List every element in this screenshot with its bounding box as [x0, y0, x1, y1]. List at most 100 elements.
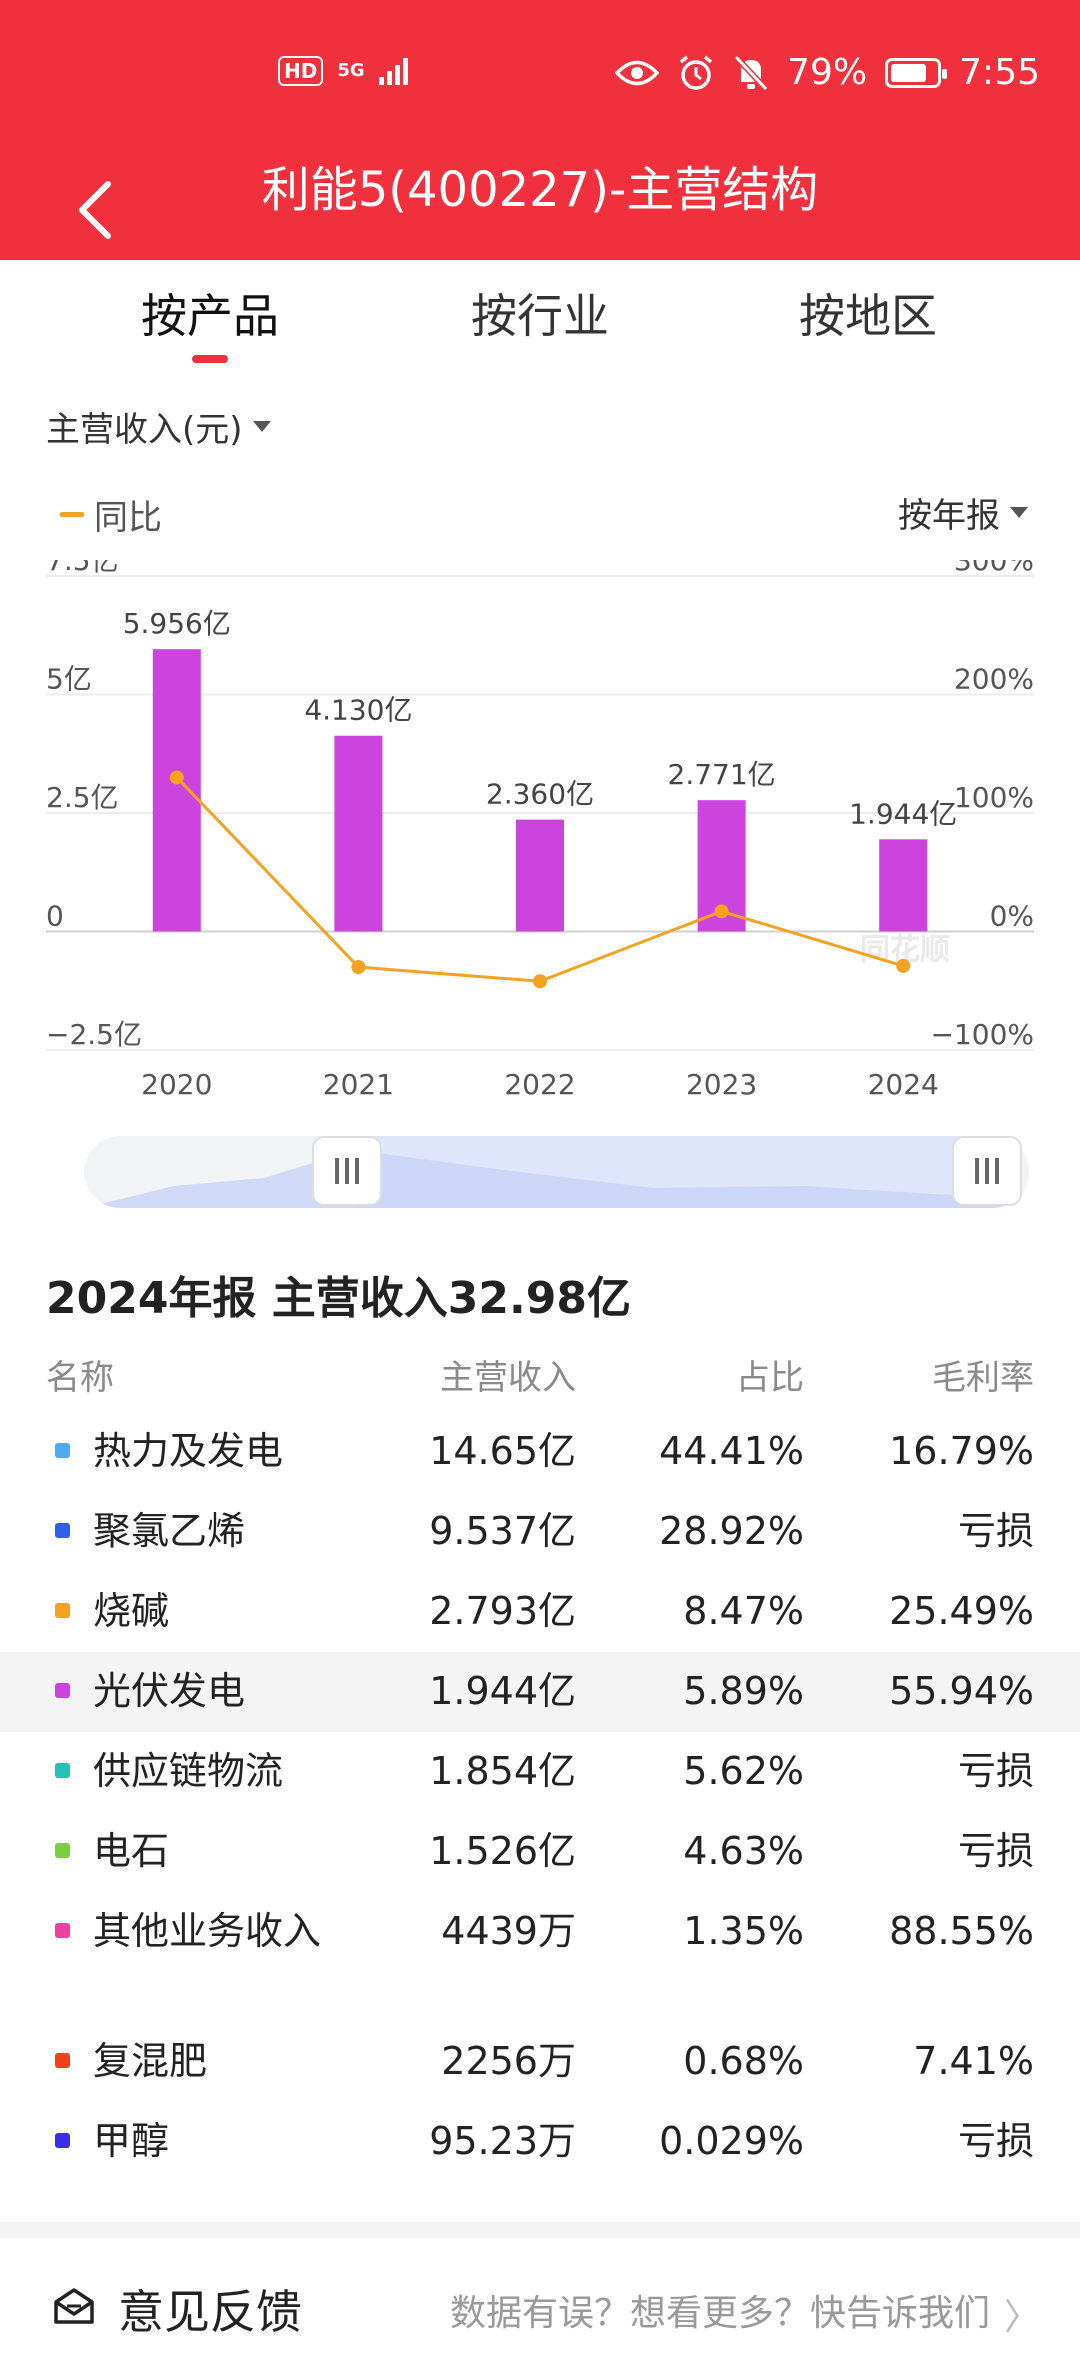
metric-dropdown[interactable]: 主营收入(元) — [46, 402, 271, 451]
row-margin: 亏损 — [957, 1509, 1034, 1553]
bar-value-label: 1.944亿 — [849, 797, 957, 830]
feedback-bar[interactable]: 意见反馈 数据有误？想看更多？快告诉我们 〉 — [0, 2238, 1080, 2376]
back-chevron-icon[interactable] — [70, 180, 130, 240]
yoy-point — [714, 904, 729, 919]
row-name: 光伏发电 — [93, 1669, 246, 1713]
battery-icon — [885, 57, 948, 88]
right-axis-tick-label: 100% — [954, 781, 1034, 814]
range-slider[interactable] — [84, 1136, 1029, 1208]
bar-value-label: 4.130亿 — [304, 694, 412, 727]
row-share: 8.47% — [683, 1589, 804, 1633]
eye-icon — [615, 60, 660, 85]
row-revenue: 14.65亿 — [429, 1429, 576, 1473]
row-share: 5.89% — [683, 1669, 804, 1713]
table-row[interactable]: 其他业务收入 4439万 1.35% 88.55% — [0, 1892, 1080, 2022]
legend-color-dot — [55, 2053, 70, 2068]
row-name: 复混肥 — [93, 2039, 208, 2083]
left-axis-tick-label: 5亿 — [46, 663, 92, 696]
legend-color-dot — [55, 1683, 70, 1698]
period-dropdown[interactable]: 按年报 — [898, 488, 1028, 537]
caret-down-icon — [1010, 507, 1028, 518]
bar — [879, 839, 928, 932]
revenue-chart: 7.5亿5亿2.5亿0−2.5亿300%200%100%0%−100%同花顺5.… — [46, 560, 1034, 1100]
table-row[interactable]: 甲醇 95.23万 0.029% 亏损 — [0, 2102, 1080, 2182]
header-share[interactable]: 占比 — [736, 1358, 804, 1398]
bar — [152, 649, 201, 932]
header-revenue[interactable]: 主营收入 — [440, 1358, 576, 1398]
bar-value-label: 5.956亿 — [123, 607, 231, 640]
bar-value-label: 2.771亿 — [668, 758, 776, 791]
left-axis-tick-label: 2.5亿 — [46, 781, 119, 814]
network-indicators: HD 5G — [278, 56, 408, 86]
table-row[interactable]: 热力及发电 14.65亿 44.41% 16.79% — [0, 1412, 1080, 1492]
right-axis-tick-label: 200% — [954, 663, 1034, 696]
table-row[interactable]: 复混肥 2256万 0.68% 7.41% — [0, 2022, 1080, 2102]
yoy-point — [169, 770, 184, 785]
period-dropdown-label: 按年报 — [898, 496, 1000, 536]
battery-fill — [891, 63, 926, 82]
row-margin: 亏损 — [957, 1829, 1034, 1873]
legend-color-dot — [55, 1523, 70, 1538]
row-name: 其他业务收入 — [93, 1909, 322, 1953]
slider-left-handle[interactable] — [312, 1136, 382, 1206]
x-axis-tick-label: 2023 — [686, 1068, 757, 1100]
yoy-point — [896, 958, 911, 973]
tab-by-industry[interactable]: 按行业 — [471, 289, 609, 343]
alarm-icon — [680, 55, 713, 90]
x-axis-tick-label: 2024 — [868, 1068, 939, 1100]
caret-down-icon — [252, 421, 271, 432]
feedback-hint[interactable]: 数据有误？想看更多？快告诉我们 — [449, 2293, 990, 2334]
bar — [516, 819, 564, 932]
table-row[interactable]: 烧碱 2.793亿 8.47% 25.49% — [0, 1572, 1080, 1652]
x-axis-tick-label: 2020 — [141, 1068, 212, 1100]
right-axis-tick-label: 300% — [954, 560, 1034, 577]
row-share: 1.35% — [683, 1909, 804, 1953]
legend-label: 同比 — [94, 498, 162, 538]
slider-track — [84, 1136, 1029, 1208]
bar — [334, 735, 383, 932]
table-row[interactable]: 光伏发电 1.944亿 5.89% 55.94% — [0, 1652, 1080, 1732]
row-margin: 亏损 — [957, 1749, 1034, 1793]
row-margin: 88.55% — [889, 1909, 1034, 1953]
table-row[interactable]: 供应链物流 1.854亿 5.62% 亏损 — [0, 1732, 1080, 1812]
status-bar: HD 5G 79% 7:55 — [0, 0, 1080, 150]
row-margin: 55.94% — [889, 1669, 1034, 1713]
table-header: 名称 主营收入 占比 毛利率 — [0, 1350, 1080, 1400]
row-revenue: 1.854亿 — [429, 1749, 576, 1793]
network-type-label: 5G — [337, 60, 365, 81]
header-margin[interactable]: 毛利率 — [932, 1358, 1034, 1398]
tab-by-region[interactable]: 按地区 — [799, 289, 937, 343]
row-name: 甲醇 — [93, 2119, 170, 2163]
row-share: 0.029% — [659, 2119, 804, 2163]
chevron-right-icon[interactable]: 〉 — [1003, 2297, 1040, 2338]
table-row[interactable]: 聚氯乙烯 9.537亿 28.92% 亏损 — [0, 1492, 1080, 1572]
row-revenue: 2256万 — [441, 2039, 576, 2083]
section-divider — [0, 2222, 1080, 2238]
row-margin: 7.41% — [913, 2039, 1034, 2083]
right-axis-tick-label: 0% — [990, 900, 1034, 933]
signal-icon — [378, 57, 408, 85]
row-name: 聚氯乙烯 — [93, 1509, 246, 1553]
header-name: 名称 — [46, 1358, 114, 1398]
row-revenue: 95.23万 — [429, 2119, 576, 2163]
metric-dropdown-label: 主营收入(元) — [46, 410, 243, 450]
right-axis-tick-label: −100% — [930, 1018, 1034, 1051]
slider-right-handle[interactable] — [952, 1136, 1022, 1206]
row-revenue: 1.526亿 — [429, 1829, 576, 1873]
legend-color-dot — [55, 2133, 70, 2148]
row-margin: 16.79% — [889, 1429, 1034, 1473]
slider-overview-area — [84, 1150, 1029, 1208]
row-share: 0.68% — [683, 2039, 804, 2083]
yoy-point — [533, 974, 547, 989]
title-bar: 利能5(400227)-主营结构 — [0, 150, 1080, 260]
page-title: 利能5(400227)-主营结构 — [261, 162, 819, 218]
row-margin: 25.49% — [889, 1589, 1034, 1633]
row-name: 供应链物流 — [93, 1749, 284, 1793]
tab-bar: 按产品 按行业 按地区 — [0, 270, 1080, 370]
table-row[interactable]: 电石 1.526亿 4.63% 亏损 — [0, 1812, 1080, 1892]
tab-by-product[interactable]: 按产品 — [141, 289, 279, 343]
row-share: 44.41% — [659, 1429, 804, 1473]
legend-color-dot — [55, 1843, 70, 1858]
summary-title: 2024年报 主营收入32.98亿 — [46, 1273, 631, 1324]
legend-color-dot — [55, 1923, 70, 1938]
